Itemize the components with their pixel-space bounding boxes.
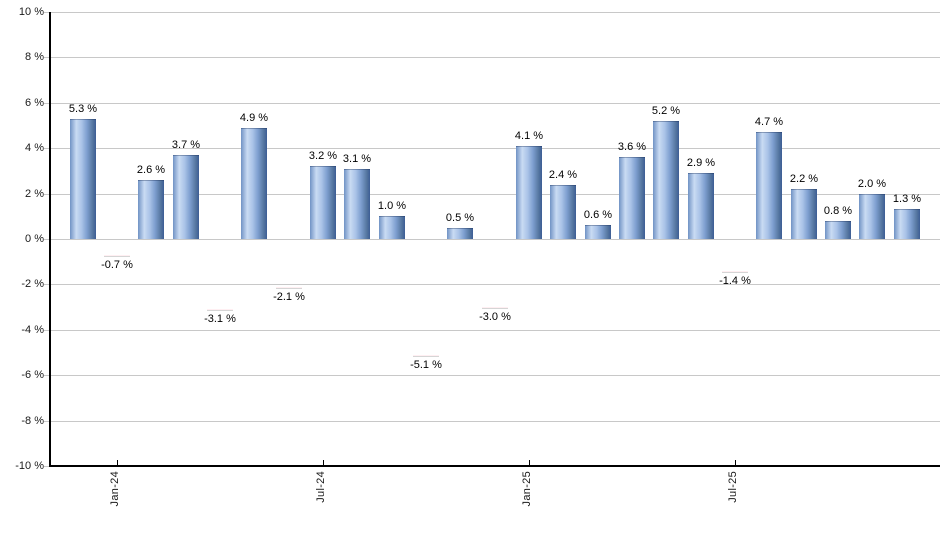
y-axis-label: 2 % [25,188,44,200]
bar-value-label: 0.5 % [445,212,475,224]
bar-value-label: 5.2 % [651,105,681,117]
bar [104,240,130,256]
x-axis-label: Jan-24 [109,471,121,507]
bar [310,166,336,239]
y-axis-tick [44,421,50,422]
bar-value-label: 3.6 % [617,141,647,153]
gridline [50,103,940,104]
x-axis-line [49,465,940,467]
x-axis-label: Jul-24 [315,471,327,503]
bar [70,119,96,239]
gridline [50,330,940,331]
bar [859,194,885,239]
bar-value-label: 4.1 % [514,130,544,142]
x-axis-tick [323,460,324,466]
bar-value-label: -3.1 % [204,313,236,325]
bar-value-label: -2.1 % [273,291,305,303]
bar-value-label: 1.0 % [377,200,407,212]
bar [482,240,508,308]
bar-value-label: 2.9 % [686,157,716,169]
gridline [50,148,940,149]
bar [894,209,920,239]
y-axis-label: -10 % [15,460,44,472]
y-axis-tick [44,330,50,331]
y-axis-label: -4 % [21,324,44,336]
y-axis-label: 10 % [18,6,44,18]
gridline [50,421,940,422]
y-axis-label: 0 % [25,233,44,245]
y-axis-label: 4 % [25,142,44,154]
bar [241,128,267,239]
y-axis-tick [44,466,50,467]
bar-value-label: -3.0 % [479,311,511,323]
bar [276,240,302,288]
bar-value-label: 3.1 % [342,153,372,165]
gridline [50,194,940,195]
y-axis-label: -6 % [21,369,44,381]
bar [447,228,473,239]
y-axis-tick [44,375,50,376]
bar [653,121,679,239]
y-axis-label: 8 % [25,51,44,63]
y-axis-tick [44,12,50,13]
bar-value-label: -1.4 % [719,275,751,287]
bar-value-label: 3.2 % [308,150,338,162]
bar [791,189,817,239]
bar-value-label: 1.3 % [892,193,922,205]
bar-value-label: -0.7 % [101,259,133,271]
bar-value-label: -5.1 % [410,359,442,371]
bar-value-label: 2.0 % [857,178,887,190]
bar [550,185,576,239]
gridline [50,57,940,58]
y-axis-label: 6 % [25,97,44,109]
y-axis-tick [44,103,50,104]
bar-value-label: 3.7 % [171,139,201,151]
x-axis-tick [117,460,118,466]
bar [207,240,233,310]
bar [344,169,370,239]
bar [756,132,782,239]
gridline [50,12,940,13]
bar-value-label: 2.2 % [789,173,819,185]
bar [722,240,748,272]
x-axis-tick [735,460,736,466]
y-axis-line [49,12,51,467]
y-axis-tick [44,239,50,240]
bar [585,225,611,239]
bar-value-label: 2.4 % [548,169,578,181]
y-axis-tick [44,148,50,149]
bar [138,180,164,239]
y-axis-label: -2 % [21,278,44,290]
y-axis-tick [44,284,50,285]
gridline [50,284,940,285]
gridline [50,375,940,376]
bar-value-label: 0.6 % [583,209,613,221]
bar [688,173,714,239]
bar [173,155,199,239]
bar-value-label: 5.3 % [68,103,98,115]
bar [825,221,851,239]
bar-value-label: 0.8 % [823,205,853,217]
gridline [50,239,940,240]
y-axis-tick [44,57,50,58]
y-axis-tick [44,194,50,195]
bar-value-label: 2.6 % [136,164,166,176]
x-axis-label: Jul-25 [727,471,739,503]
bar [379,216,405,239]
bar-value-label: 4.7 % [754,116,784,128]
y-axis-label: -8 % [21,415,44,427]
bar [413,240,439,356]
x-axis-tick [529,460,530,466]
x-axis-label: Jan-25 [521,471,533,507]
bar-value-label: 4.9 % [239,112,269,124]
bar [619,157,645,239]
bar [516,146,542,239]
